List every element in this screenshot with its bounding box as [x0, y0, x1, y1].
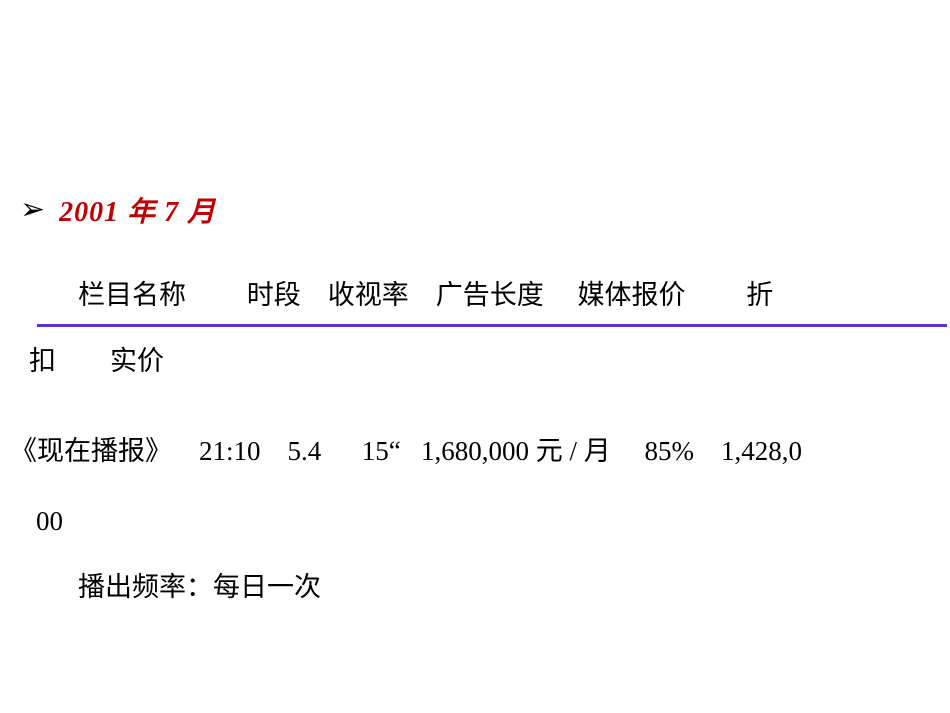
- slide: ➢ 2001 年 7 月 栏目名称 时段 收视率 广告长度 媒体报价 折 扣 实…: [0, 0, 950, 713]
- table-data-line1: 《现在播报》 21:10 5.4 15“ 1,680,000 元 / 月 85%…: [10, 418, 802, 484]
- heading-row: ➢ 2001 年 7 月: [20, 190, 216, 230]
- table-data-line2-wrap: 00: [36, 488, 63, 554]
- heading-text: 2001 年 7 月: [59, 190, 216, 230]
- table-header-line2-wrap: 扣 实价: [29, 328, 164, 394]
- table-header-line1: 栏目名称 时段 收视率 广告长度 媒体报价 折: [78, 262, 773, 328]
- bullet-arrow-icon: ➢: [20, 195, 45, 225]
- frequency-line: 播出频率：每日一次: [78, 554, 321, 620]
- header-underline: [37, 324, 947, 327]
